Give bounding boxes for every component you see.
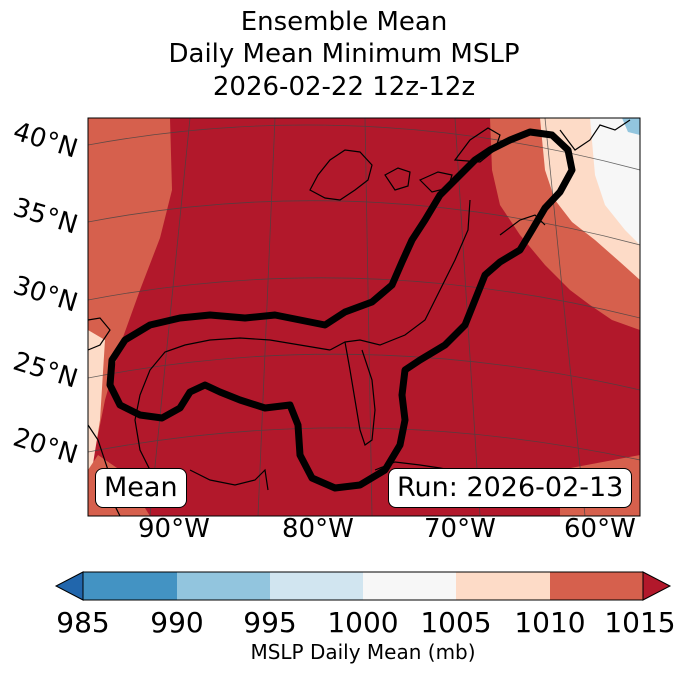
colorbar-tick-990: 990: [150, 606, 204, 639]
colorbar-bin-1010-1015: [550, 572, 643, 600]
title-line-2: Daily Mean Minimum MSLP: [168, 39, 520, 69]
colorbar-tick-1015: 1015: [604, 606, 676, 639]
colorbar-tick-995: 995: [243, 606, 297, 639]
colorbar-bin-1000-1005: [363, 572, 456, 600]
colorbar-extend-low: [54, 571, 84, 601]
mslp-contour-1010: [106, 128, 576, 492]
map-frame: [87, 117, 641, 517]
colorbar-bin-990-995: [177, 572, 270, 600]
run-date-box: Run: 2026-02-13: [388, 468, 633, 508]
lon-label-60w: 60°W: [564, 514, 636, 544]
colorbar-tick-1000: 1000: [327, 606, 399, 639]
colorbar-tick-985: 985: [56, 606, 110, 639]
lon-label-90w: 90°W: [138, 514, 210, 544]
colorbar-bin-995-1000: [270, 572, 363, 600]
title-line-3: 2026-02-22 12z-12z: [212, 72, 476, 102]
mean-label-box: Mean: [95, 468, 187, 508]
colorbar-tick-1010: 1010: [514, 606, 586, 639]
lon-label-80w: 80°W: [282, 514, 354, 544]
colorbar: [54, 571, 672, 601]
pressure-field-995-1000-east: [590, 118, 640, 245]
title-line-1: Ensemble Mean: [240, 7, 448, 37]
pressure-field-1000-1005-west: [88, 330, 105, 480]
lon-label-70w: 70°W: [424, 514, 496, 544]
colorbar-label: MSLP Daily Mean (mb): [250, 640, 476, 664]
colorbar-bin-985-990: [83, 572, 177, 600]
colorbar-extend-high: [642, 571, 672, 601]
colorbar-bin-1005-1010: [456, 572, 550, 600]
colorbar-tick-1005: 1005: [420, 606, 492, 639]
